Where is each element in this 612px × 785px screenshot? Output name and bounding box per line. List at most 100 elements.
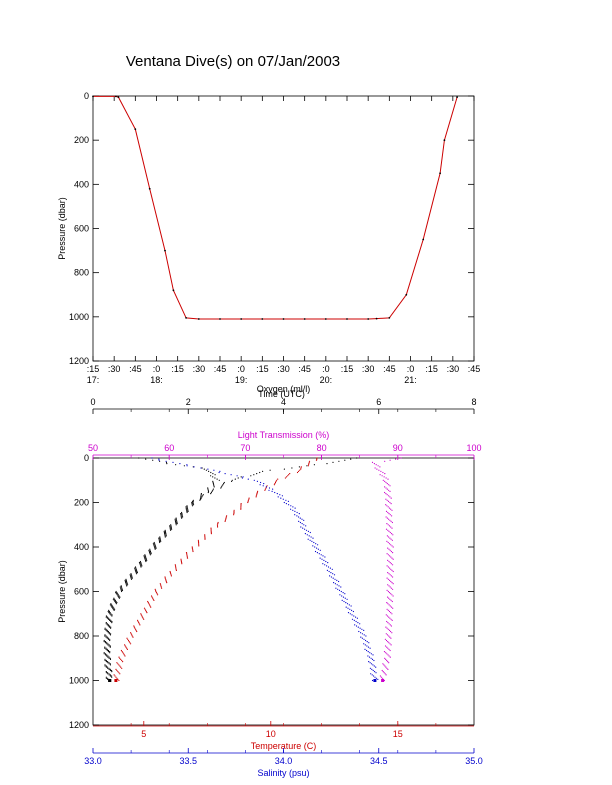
profile-point [309,531,311,534]
profile-point [108,609,110,612]
profile-point [311,540,313,543]
profile-point [130,576,132,578]
profile-point [108,663,110,665]
profile-point [223,481,225,484]
profile-point [117,663,119,665]
profile-point [175,518,177,520]
profile-point [214,477,216,479]
profile-point [385,674,387,676]
profile-point [164,534,166,536]
axis-tick-label: 35.0 [465,756,483,766]
profile-point [111,671,113,673]
profile-point [205,469,207,471]
profile-point [262,470,264,472]
profile-point [312,545,314,547]
profile-point [187,509,189,511]
profile-point [139,563,141,565]
profile-point [382,479,384,481]
profile-point [233,511,235,514]
profile-point [185,507,187,509]
profile-point [366,645,368,647]
profile-point [349,613,351,615]
profile-point [106,629,108,632]
profile-point [105,676,107,678]
profile-point [165,461,168,463]
profile-point [104,659,106,662]
profile-point [166,463,168,465]
profile-point [192,504,195,506]
profile-point [379,466,381,468]
y-tick-label: 800 [74,268,89,278]
profile-point [386,577,388,579]
profile-point [385,614,387,616]
x-tick-label: :0 [237,364,245,374]
profile-point [140,565,142,567]
profile-point [385,481,387,484]
profile-point [108,662,110,664]
profile-point [371,461,374,463]
profile-point [123,653,125,655]
profile-point [384,480,386,482]
x-tick-label: :30 [193,364,206,374]
profile-point [105,622,107,624]
profile-point [153,544,155,546]
profile-point [107,677,109,679]
profile-point [116,592,118,594]
profile-point [283,468,285,470]
profile-point [164,577,166,579]
profile-point [389,574,391,576]
y-tick-label: 1200 [69,356,89,366]
dive-pressure-point [303,318,306,320]
profile-point [212,483,214,485]
profile-point [118,679,120,682]
profile-point [316,457,318,459]
profile-point [385,493,387,495]
profile-point [103,639,105,642]
profile-point [240,506,242,508]
dive-pressure-point [443,139,446,142]
profile-point [230,474,232,476]
dive-pressure-point [405,293,408,296]
profile-point [120,589,122,592]
dive-pressure-point [282,318,285,320]
profile-point [288,474,290,476]
profile-point [112,607,114,609]
profile-point [169,572,171,574]
profile-point [155,590,157,593]
profile-point [288,504,290,506]
profile-point [107,637,110,639]
axis-tick-label: 4 [281,397,286,407]
profile-point [388,489,390,491]
profile-point [308,460,311,462]
profile-point [109,613,111,615]
profile-point [164,576,166,578]
profile-point [387,500,390,502]
profile-point [186,553,188,555]
profile-point [104,641,107,643]
profile-point [126,583,128,585]
profile-point [193,466,195,468]
profile-point [160,584,162,586]
profile-point [240,508,242,510]
profile-point [140,566,142,568]
profile-point [388,662,390,664]
profile-point [159,538,161,540]
profile-point [175,568,177,570]
profile-point [175,523,177,525]
axis-tick-label: 6 [376,397,381,407]
axis-tick-label: 2 [186,397,191,407]
profile-point [176,520,178,523]
profile-point [280,497,282,499]
profile-point [380,470,382,472]
profile-point [356,457,358,459]
profile-point [323,559,325,562]
profile-point [350,458,352,460]
profile-point [388,495,390,497]
profile-point [145,556,147,558]
axis-tick-label: 70 [240,443,250,453]
profile-point [351,609,353,612]
profile-point [330,576,332,578]
profile-point [164,529,166,531]
profile-point [382,671,384,673]
dive-pressure-point [367,318,370,320]
